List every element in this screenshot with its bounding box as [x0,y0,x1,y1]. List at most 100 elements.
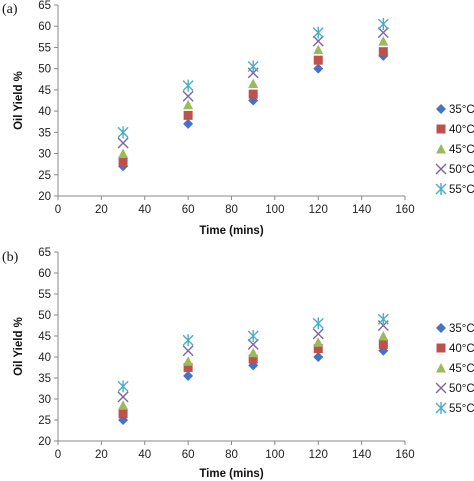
data-point [182,334,194,347]
x-tick-label: 60 [182,449,195,461]
x-tick-label: 40 [138,204,151,216]
data-point [313,337,324,347]
data-point [117,137,129,149]
legend-marker [436,144,446,154]
y-tick-label: 25 [38,170,51,182]
x-tick-label: 40 [138,449,151,461]
data-point [118,409,128,419]
data-point [312,35,324,47]
data-point [183,110,193,120]
y-axis-title: Oil Yield % [13,71,25,130]
legend-label: 45°C [449,363,474,375]
legend-marker [435,402,447,414]
y-axis-title: Oil Yield % [13,317,25,376]
x-tick-label: 80 [225,204,238,216]
legend-label: 50°C [449,383,474,395]
x-tick-label: 120 [309,449,328,461]
data-point [378,36,389,46]
x-tick-label: 60 [182,204,195,216]
legend-label: 55°C [449,184,474,196]
data-point [117,380,129,393]
x-tick-label: 20 [95,449,108,461]
x-tick-label: 120 [309,204,328,216]
data-point [117,391,129,403]
data-point [182,345,194,357]
data-point [377,18,389,31]
data-point [312,317,324,330]
data-point [248,354,258,364]
y-tick-label: 50 [38,310,51,322]
legend-marker [435,163,447,175]
data-point [378,47,388,57]
legend-label: 40°C [449,343,474,355]
legend-marker [436,124,446,134]
x-tick-label: 160 [395,449,414,461]
data-point [377,27,389,39]
data-point [183,370,194,381]
x-tick-label: 140 [352,204,371,216]
data-point [312,26,324,39]
legend-marker [436,363,446,373]
y-tick-label: 65 [38,247,51,259]
x-axis-title: Time (mins) [199,225,263,237]
chart-panel-a: 20 25 30 35 40 45 50 55 60 65 0 20 40 60 80 100 120 140 16… [2,0,474,237]
y-tick-label: 20 [38,191,51,203]
legend-marker [436,104,446,114]
data-point [247,60,259,73]
data-point [378,339,388,349]
data-point [377,313,389,326]
y-tick-label: 25 [38,415,51,427]
data-point [313,352,324,362]
y-tick-label: 35 [38,127,51,139]
data-point [247,338,259,350]
data-point [313,63,324,74]
data-point [117,126,129,139]
x-tick-label: 20 [95,204,108,216]
legend-marker [436,323,446,333]
y-tick-label: 20 [38,436,51,448]
data-point [312,328,324,340]
y-tick-label: 60 [38,268,51,280]
data-point [182,90,194,102]
series-55°C [117,313,389,393]
legend-label: 50°C [449,164,474,176]
y-tick-label: 30 [38,394,51,406]
x-tick-label: 80 [225,449,238,461]
x-tick-label: 100 [265,204,284,216]
series-40°C [118,47,388,167]
x-tick-label: 140 [352,449,371,461]
legend-label: 55°C [449,403,474,415]
legend-label: 45°C [449,144,474,156]
series-55°C [117,18,389,139]
y-tick-label: 40 [38,352,51,364]
y-tick-label: 35 [38,373,51,385]
legend: 35°C 40°C 45°C 50°C 55°C [435,323,474,415]
data-point [182,79,194,92]
data-point [118,157,128,167]
y-tick-label: 55 [38,42,51,54]
legend-label: 40°C [449,124,474,136]
y-tick-label: 40 [38,106,51,118]
x-tick-label: 0 [55,204,61,216]
data-point [118,148,129,159]
y-tick-label: 30 [38,149,51,161]
panel-label: (a) [2,2,18,17]
data-point [118,400,129,410]
y-tick-label: 60 [38,21,51,33]
legend-label: 35°C [449,104,474,116]
data-point [183,356,194,366]
data-point [378,331,389,341]
series-40°C [118,339,388,419]
data-point [248,78,259,89]
data-point [247,330,259,342]
y-tick-label: 65 [38,0,51,12]
legend-marker [435,382,447,394]
data-point [248,89,258,99]
y-tick-label: 55 [38,289,51,301]
legend: 35°C 40°C 45°C 50°C 55°C [435,104,474,196]
x-tick-label: 100 [265,449,284,461]
series-45°C [118,36,389,159]
x-tick-label: 160 [395,204,414,216]
data-point [183,99,194,110]
